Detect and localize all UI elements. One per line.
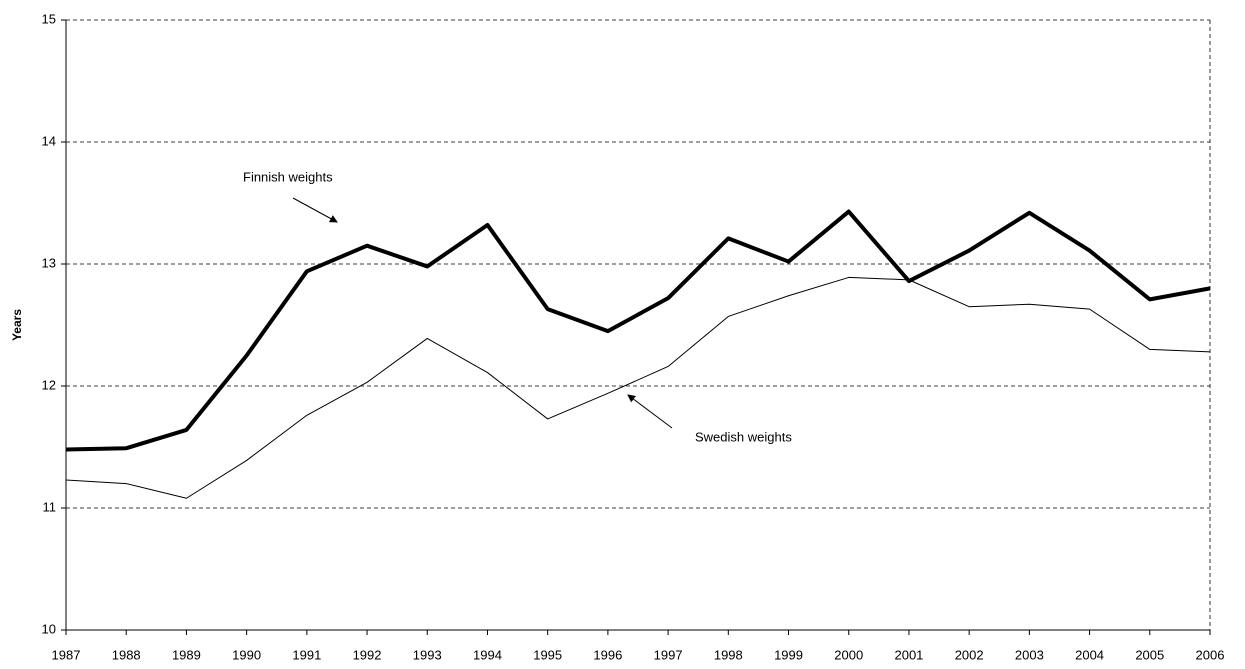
x-tick-label: 1993 [413, 647, 442, 662]
x-tick-label: 1994 [473, 647, 502, 662]
y-tick-label: 15 [42, 11, 56, 26]
x-tick-label: 1991 [292, 647, 321, 662]
series-line [65, 209, 1211, 452]
x-tick-label: 2000 [834, 647, 863, 662]
annotation-arrow [292, 197, 338, 223]
x-tick-label: 1992 [353, 647, 382, 662]
x-tick-label: 1987 [52, 647, 81, 662]
x-tick-label: 1999 [774, 647, 803, 662]
x-tick-label: 2002 [955, 647, 984, 662]
x-tick-label: 2005 [1135, 647, 1164, 662]
series-line [65, 276, 1211, 499]
y-tick-label: 14 [42, 133, 56, 148]
x-tick-label: 2003 [1015, 647, 1044, 662]
x-tick-label: 1996 [593, 647, 622, 662]
x-tick-label: 1988 [112, 647, 141, 662]
x-tick-label: 2004 [1075, 647, 1104, 662]
x-tick-label: 2006 [1196, 647, 1225, 662]
x-tick-label: 1995 [533, 647, 562, 662]
x-tick-label: 1990 [232, 647, 261, 662]
series-label: Swedish weights [695, 429, 792, 444]
y-tick-label: 12 [42, 377, 56, 392]
y-tick-label: 10 [42, 621, 56, 636]
annotation-arrow [627, 394, 673, 429]
series-label: Finnish weights [243, 169, 333, 184]
y-tick-label: 11 [43, 499, 57, 514]
y-tick-label: 13 [42, 255, 56, 270]
x-tick-label: 2001 [894, 647, 923, 662]
x-tick-label: 1998 [714, 647, 743, 662]
y-axis-label: Years [10, 309, 24, 341]
x-tick-label: 1997 [654, 647, 683, 662]
x-tick-label: 1989 [172, 647, 201, 662]
